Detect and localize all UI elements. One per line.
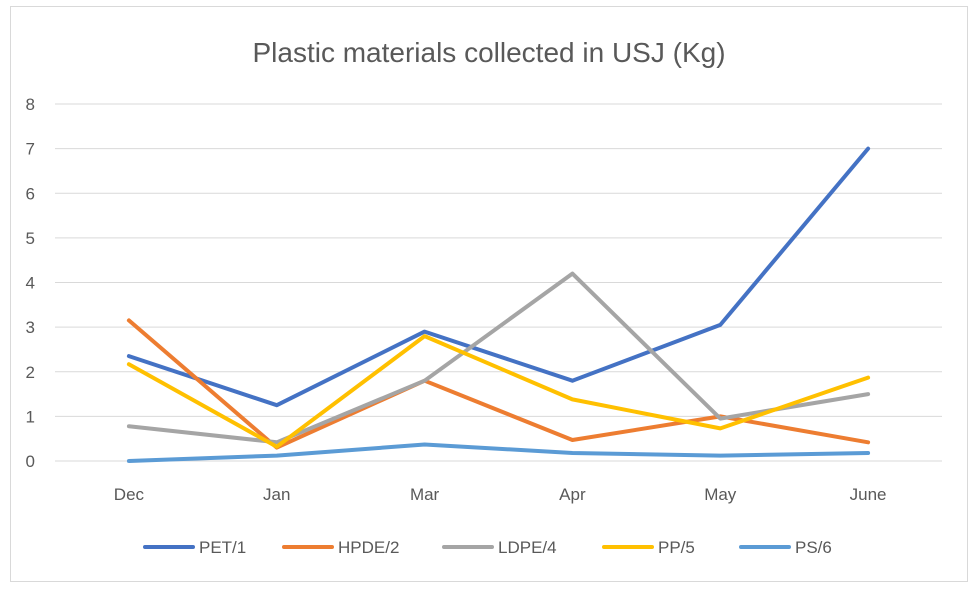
legend-label-ldpe-4: LDPE/4 — [498, 538, 557, 557]
legend-label-pet-1: PET/1 — [199, 538, 246, 557]
x-tick-label-june: June — [850, 485, 887, 504]
series-lines — [126, 146, 871, 463]
gridlines — [55, 103, 942, 462]
y-tick-label-1: 1 — [26, 407, 35, 426]
legend-label-pp-5: PP/5 — [658, 538, 695, 557]
legend: PET/1 HPDE/2 LDPE/4 PP/5 PS/6 — [143, 538, 832, 557]
y-axis-ticks: 0 1 2 3 4 5 6 7 8 — [26, 95, 35, 471]
series-line-pet-1 — [126, 146, 871, 408]
y-tick-label-7: 7 — [26, 140, 35, 159]
x-tick-label-mar: Mar — [410, 485, 440, 504]
x-tick-label-may: May — [704, 485, 737, 504]
y-tick-label-2: 2 — [26, 363, 35, 382]
y-tick-label-3: 3 — [26, 318, 35, 337]
x-axis-ticks: Dec Jan Mar Apr May June — [114, 485, 887, 504]
x-tick-label-dec: Dec — [114, 485, 145, 504]
chart-title: Plastic materials collected in USJ (Kg) — [252, 37, 725, 68]
x-tick-label-jan: Jan — [263, 485, 290, 504]
series-line-ps-6 — [126, 442, 871, 463]
x-tick-label-apr: Apr — [559, 485, 586, 504]
y-tick-label-8: 8 — [26, 95, 35, 114]
y-tick-label-4: 4 — [26, 274, 35, 293]
y-tick-label-0: 0 — [26, 452, 35, 471]
chart-frame — [10, 6, 968, 582]
y-tick-label-6: 6 — [26, 184, 35, 203]
y-tick-label-5: 5 — [26, 229, 35, 248]
series-line-ldpe-4 — [126, 271, 871, 445]
series-line-pp-5 — [126, 334, 871, 449]
legend-label-hpde-2: HPDE/2 — [338, 538, 399, 557]
series-line-hpde-2 — [126, 318, 871, 450]
legend-label-ps-6: PS/6 — [795, 538, 832, 557]
